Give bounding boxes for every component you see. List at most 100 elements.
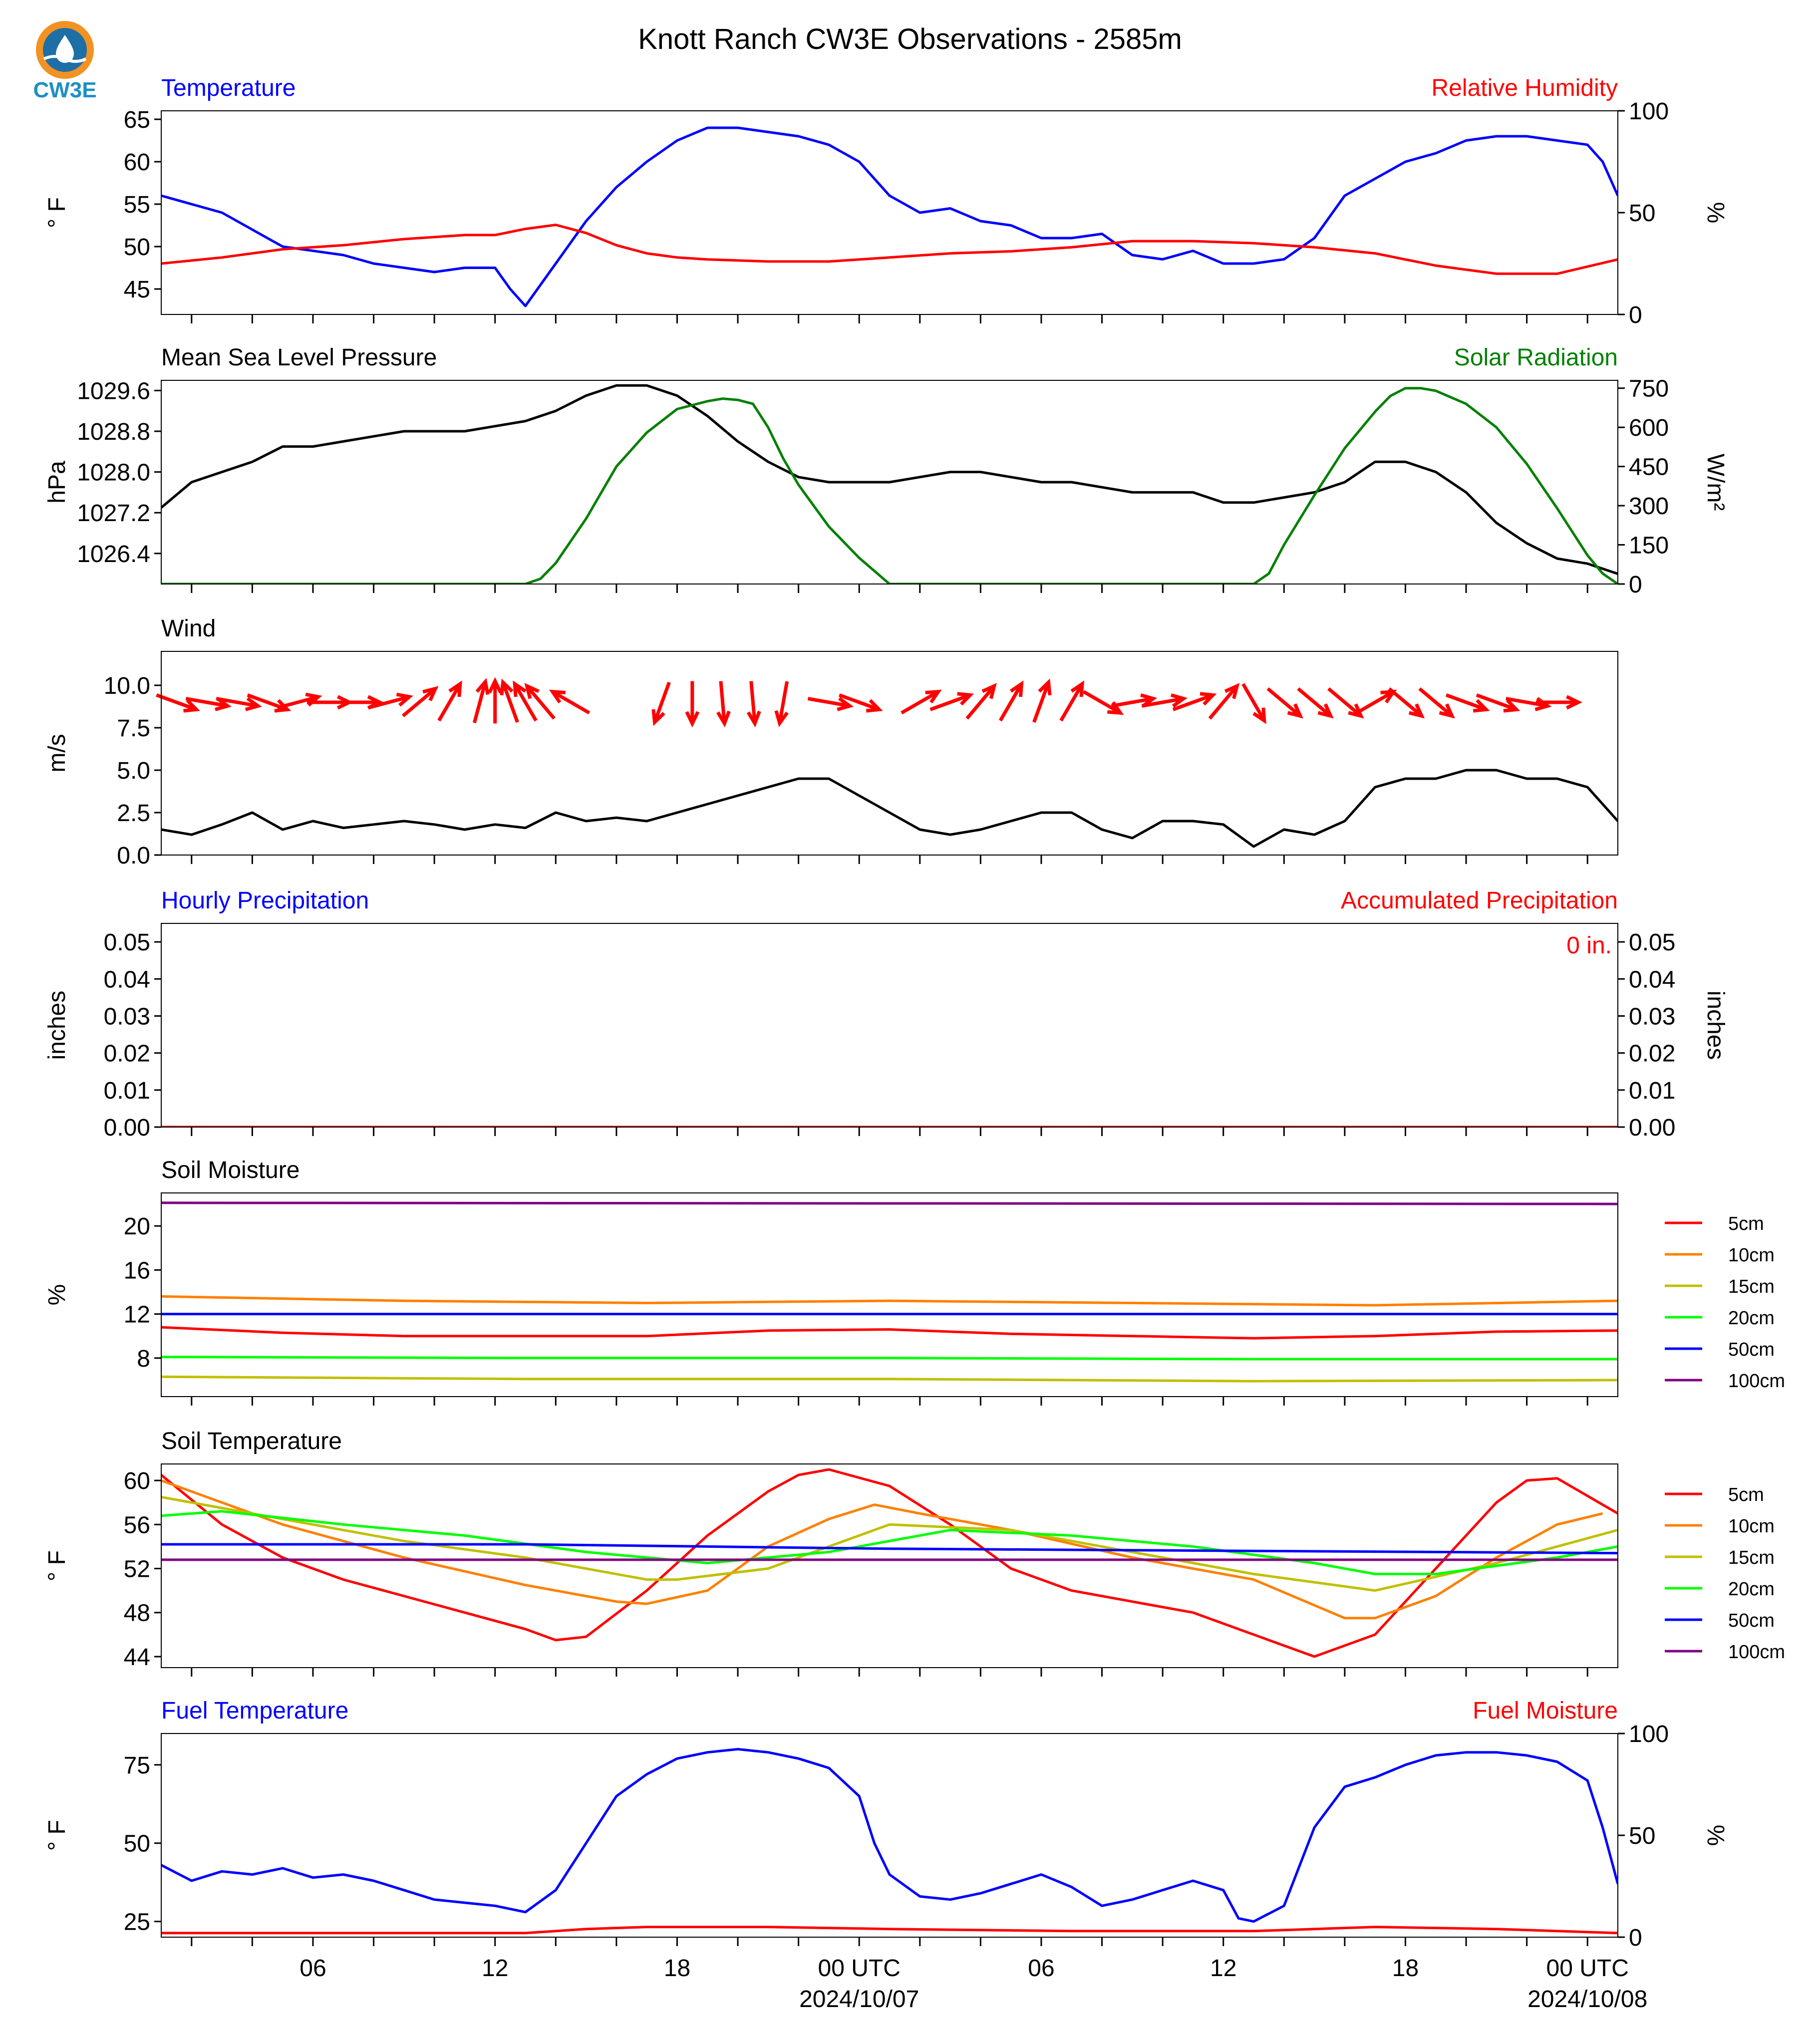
y-tick-label: 0.00 <box>104 1115 150 1141</box>
panel-pressure_solar: Mean Sea Level Pressure Solar Radiation 10… <box>44 344 1729 598</box>
panel-frame <box>161 923 1618 1128</box>
y-right-tick-label: 750 <box>1629 376 1669 402</box>
wind-arrow <box>1266 687 1304 719</box>
wind-arrow <box>685 681 700 728</box>
legend-label: 20cm <box>1728 1308 1775 1329</box>
x-axis: 06 12 18 00 UTC 2024/10/07 06 12 18 00 UTC 2024/1… <box>300 1955 1647 2013</box>
x-tick-label: 12 <box>482 1955 508 1982</box>
series-line-100cm <box>161 1201 1618 1205</box>
y-tick-label: 25 <box>124 1909 150 1936</box>
y-tick-label: 55 <box>124 192 150 218</box>
y-tick-label: 75 <box>124 1752 150 1779</box>
y-tick-label: 48 <box>124 1600 150 1627</box>
legend-label: 5cm <box>1728 1213 1764 1234</box>
panel-title-left: Fuel Temperature <box>161 1698 348 1724</box>
series-line-1 <box>161 1926 1618 1935</box>
y-right-tick-label: 600 <box>1629 415 1669 441</box>
wind-arrow <box>367 692 413 710</box>
series-line-1 <box>161 224 1618 275</box>
y-tick-label: 16 <box>124 1257 150 1284</box>
panel-title-left: Wind <box>161 615 216 642</box>
y-right-tick-label: 0.01 <box>1629 1078 1675 1104</box>
panel-title-right: Accumulated Precipitation <box>1341 887 1618 914</box>
wind-arrow <box>549 689 591 715</box>
panel-soil_moisture: Soil Moisture 8 12 16 20% 5cm 10cm 15cm 20cm 50cm… <box>44 1157 1785 1406</box>
series-line-5cm <box>161 1326 1618 1340</box>
y-tick-label: 50 <box>124 1831 150 1857</box>
legend: 5cm 10cm 15cm 20cm 50cm 100cm <box>1665 1484 1785 1663</box>
logo-text: CW3E <box>33 78 96 102</box>
panel-temp_rh: Temperature Relative Humidity 45 50 55 60 65 0 5… <box>44 75 1729 328</box>
wind-arrow <box>513 680 538 722</box>
series-line-0 <box>161 769 1618 848</box>
legend-label: 50cm <box>1728 1610 1775 1631</box>
series-line-0 <box>161 126 1618 307</box>
y-tick-label: 0.03 <box>104 1003 150 1030</box>
legend-label: 20cm <box>1728 1579 1775 1600</box>
legend-label: 15cm <box>1728 1276 1775 1297</box>
wind-arrow <box>1297 687 1334 719</box>
wind-arrow <box>716 681 731 728</box>
wind-arrow <box>1476 693 1520 713</box>
wind-arrow <box>746 681 761 728</box>
wind-arrow <box>1418 687 1455 719</box>
y-tick-label: 5.0 <box>117 758 150 784</box>
wind-arrow <box>1535 695 1582 710</box>
wind-arrow <box>1241 683 1266 724</box>
x-tick-date: 2024/10/07 <box>799 1986 919 2013</box>
y-tick-label: 0.02 <box>104 1041 150 1067</box>
wind-arrow <box>1445 693 1490 713</box>
wind-arrow <box>524 683 556 720</box>
series-group <box>161 126 1618 307</box>
series-line-0 <box>161 1747 1618 1923</box>
y-tick-label: 0.0 <box>117 843 150 869</box>
series-line-5cm <box>161 1468 1618 1658</box>
y-tick-label: 60 <box>124 1468 150 1494</box>
series-line-15cm <box>161 1375 1618 1383</box>
legend-label: 10cm <box>1728 1245 1775 1266</box>
panel-soil_temp: Soil Temperature 44 48 52 56 60 ° F 5cm 10cm 15cm… <box>44 1428 1785 1677</box>
series-line-20cm <box>161 1356 1618 1361</box>
y-axis-right-label: inches <box>1702 991 1729 1060</box>
y-right-tick-label: 100 <box>1629 98 1669 125</box>
panel-title-left: Soil Moisture <box>161 1157 300 1183</box>
panel-frame <box>161 380 1618 584</box>
annotation: 0 in. <box>1566 932 1612 959</box>
series-group <box>161 769 1618 848</box>
cw3e-logo: CW3E <box>33 21 97 102</box>
wind-arrow <box>1208 683 1240 720</box>
panel-title-right: Relative Humidity <box>1432 75 1618 101</box>
wind-arrow <box>807 697 854 711</box>
wind-arrow <box>651 681 671 726</box>
y-tick-label: 1029.6 <box>77 378 150 404</box>
wind-arrow <box>965 683 997 720</box>
series-group <box>161 1747 1618 1935</box>
y-tick-label: 2.5 <box>117 800 150 827</box>
series-line-20cm <box>161 1510 1618 1575</box>
wind-arrow <box>1388 687 1425 719</box>
y-right-tick-label: 300 <box>1629 493 1669 520</box>
y-tick-label: 50 <box>124 234 150 261</box>
y-right-tick-label: 0.04 <box>1629 966 1675 993</box>
y-axis-label: ° F <box>44 1550 70 1581</box>
y-tick-label: 7.5 <box>117 715 150 742</box>
y-right-tick-label: 0.05 <box>1629 929 1675 956</box>
y-right-tick-label: 50 <box>1629 1823 1655 1849</box>
y-right-tick-label: 100 <box>1629 1721 1669 1747</box>
y-axis-right-label: W/m² <box>1702 454 1729 511</box>
panel-title-right: Solar Radiation <box>1454 344 1618 371</box>
wind-arrow <box>1141 693 1188 708</box>
y-axis-label: m/s <box>44 734 70 772</box>
legend-label: 100cm <box>1728 1371 1785 1392</box>
wind-arrow <box>500 678 519 723</box>
panel-frame <box>161 1192 1618 1397</box>
wind-arrow <box>1059 680 1085 722</box>
series-line-0 <box>161 384 1618 575</box>
wind-arrow <box>1032 678 1052 723</box>
y-tick-label: 60 <box>124 149 150 176</box>
y-tick-label: 10.0 <box>104 673 150 699</box>
y-tick-label: 1028.8 <box>77 419 150 445</box>
y-tick-label: 0.01 <box>104 1078 150 1104</box>
figure-title: Knott Ranch CW3E Observations - 2585m <box>638 23 1182 55</box>
